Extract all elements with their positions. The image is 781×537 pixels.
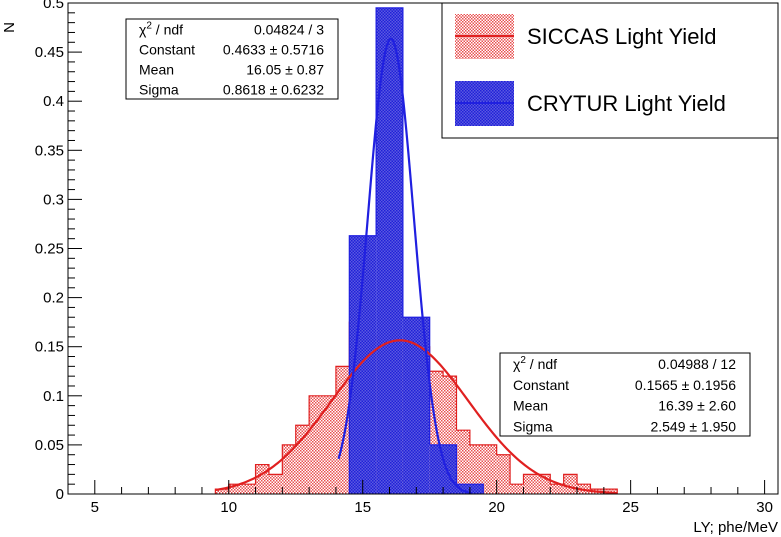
siccas-bar [215,489,229,494]
y-tick-label: 0.1 [43,388,64,405]
crytur-legend-label: CRYTUR Light Yield [527,91,726,116]
siccas-bar [603,489,618,494]
x-tick-label: 5 [91,499,99,516]
crytur-stat-value: 0.8618 ± 0.6232 [223,82,324,98]
siccas-bar [456,430,470,494]
siccas-legend-label: SICCAS Light Yield [527,24,717,49]
siccas-stat-label: Constant [513,377,569,393]
siccas-bar [309,395,323,494]
siccas-stat-label: Sigma [513,418,553,434]
crytur-fit-curve [337,37,473,494]
y-tick-label: 0.2 [43,290,64,307]
siccas-bar [496,454,511,494]
crytur-stat-value: 0.04824 / 3 [254,22,324,38]
siccas-bar [242,484,256,494]
y-tick-label: 0.45 [35,44,64,61]
siccas-fit-stats-box: χ2 / ndf 0.04988 / 12 Constant 0.1565 ± 0.1… [499,352,751,437]
siccas-stat-label: Mean [513,398,548,414]
x-tick-label: 25 [622,499,639,516]
crytur-stat-label: Constant [139,42,195,58]
siccas-bar [255,464,269,494]
crytur-stats-frame [125,18,339,100]
crytur-stat-label: χ2 / ndf [139,21,183,38]
siccas-bar [469,444,484,494]
x-tick-label: 30 [756,499,773,516]
siccas-stat-value: 16.39 ± 2.60 [658,398,736,414]
crytur-stat-label: Sigma [139,82,179,98]
axes: 5 10 15 20 25 30 0 0.05 0.1 0.15 0.2 0.25 0.3 0.35 0.4… [35,0,773,516]
legend: SICCAS Light Yield CRYTUR Light Yield [441,2,779,139]
siccas-stat-label: χ2 / ndf [513,355,557,372]
siccas-fit-curve [215,339,618,494]
x-axis-title: LY; phe/MeV [693,519,778,536]
y-tick-label: 0.35 [35,142,64,159]
crytur-stat-value: 16.05 ± 0.87 [246,62,324,78]
y-tick-label: 0.4 [43,93,64,110]
siccas-bar [523,474,537,494]
crytur-bar-outline [348,7,484,494]
y-tick-label: 0.15 [35,339,64,356]
crytur-bar [429,444,457,494]
siccas-stat-value: 0.04988 / 12 [658,356,736,372]
y-tick-label: 0.25 [35,241,64,258]
fit-curves [215,37,618,494]
siccas-bar [322,395,336,494]
siccas-bar [563,474,578,494]
siccas-bar [510,484,524,494]
x-tick-label: 20 [488,499,505,516]
y-tick-label: 0.3 [43,191,64,208]
crytur-stat-label: Mean [139,62,174,78]
y-tick-label: 0 [56,486,64,503]
siccas-bar [228,484,243,494]
y-tick-label: 0.5 [43,0,64,12]
crytur-fit-stats-box: χ2 / ndf 0.04824 / 3 Constant 0.4633 ± 0.57… [125,18,339,100]
siccas-bar [268,474,283,494]
siccas-stat-value: 0.1565 ± 0.1956 [635,377,736,393]
siccas-bar [550,484,564,494]
siccas-stat-value: 2.549 ± 1.950 [650,418,736,434]
siccas-bar [483,444,497,494]
siccas-bar [295,425,310,494]
siccas-stats-frame [499,352,751,437]
siccas-bar [335,366,350,494]
crytur-stat-value: 0.4633 ± 0.5716 [223,42,324,58]
y-tick-label: 0.05 [35,437,64,454]
x-tick-label: 10 [220,499,237,516]
y-axis-title: N [1,22,18,33]
x-tick-label: 15 [354,499,371,516]
